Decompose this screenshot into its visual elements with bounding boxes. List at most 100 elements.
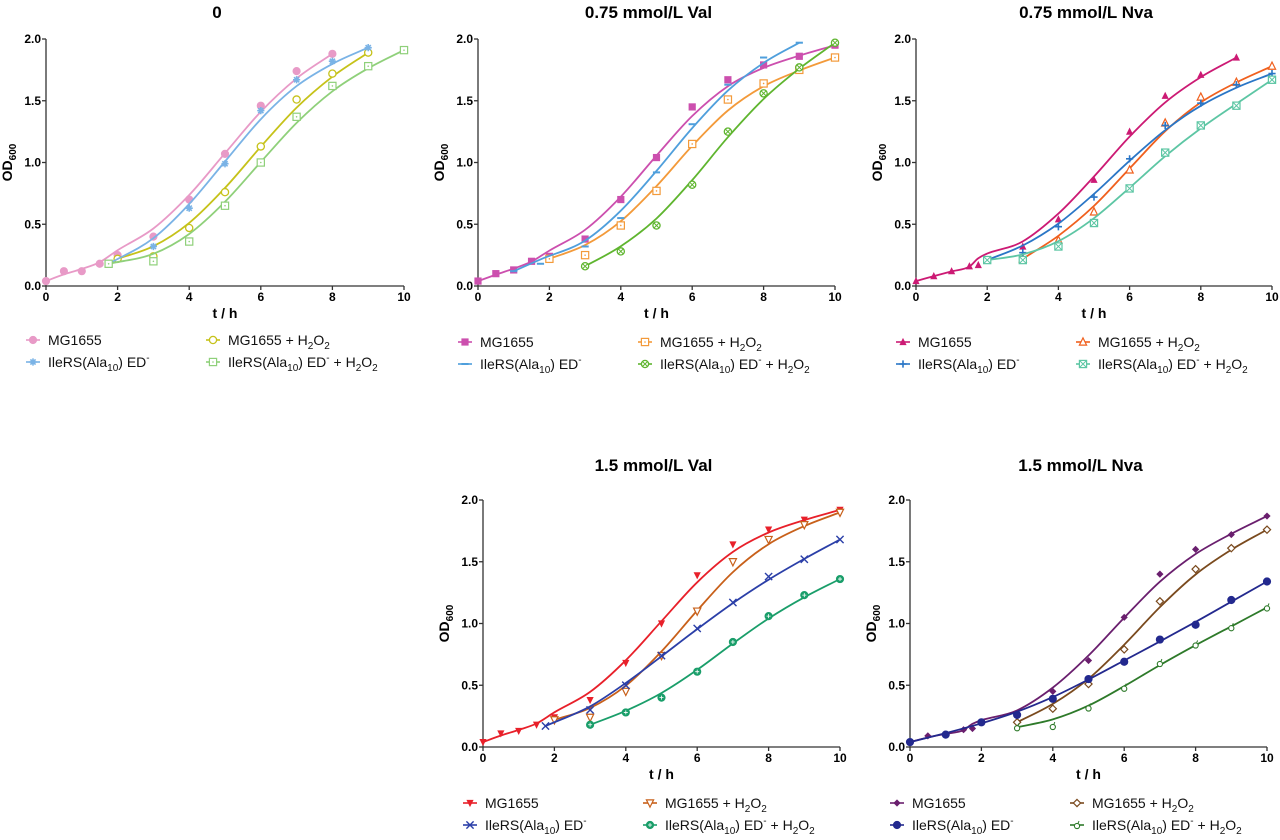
series-line	[549, 56, 836, 260]
legend-label: IleRS(Ala10) ED- + H2O2	[660, 355, 810, 376]
y-tick-label: 0.0	[888, 740, 905, 754]
x-tick-label: 10	[828, 290, 842, 304]
series-line	[513, 41, 800, 273]
legend-label: MG1655	[918, 334, 972, 350]
data-point	[541, 721, 550, 731]
data-point	[59, 267, 69, 276]
data-point	[760, 61, 768, 69]
x-tick-label: 0	[480, 751, 487, 765]
x-axis-label: t / h	[1082, 305, 1107, 321]
series-1	[545, 53, 840, 264]
data-point	[1227, 595, 1236, 605]
legend-label: MG1655	[485, 795, 539, 811]
chart-title: 1.5 mmol/L Nva	[1018, 456, 1143, 475]
series-2	[541, 535, 845, 731]
data-point	[221, 160, 229, 168]
legend-item: MG1655 + H2O2	[638, 334, 762, 354]
x-tick-label: 8	[1197, 290, 1204, 304]
data-point	[532, 721, 541, 729]
data-point	[930, 272, 938, 280]
legend-marker-icon	[466, 799, 474, 808]
series-3	[104, 45, 409, 268]
data-point	[1126, 127, 1134, 135]
x-axis-label: t / h	[649, 766, 674, 782]
data-point	[586, 705, 595, 715]
series-1	[1018, 60, 1277, 263]
y-tick-label: 2.0	[456, 32, 473, 46]
legend-item: IleRS(Ala10) ED- + H2O2	[638, 355, 810, 376]
data-point	[1013, 710, 1022, 719]
series-0	[912, 53, 1240, 285]
data-point	[1232, 81, 1240, 89]
y-tick-label: 0.0	[894, 279, 911, 293]
data-point	[479, 738, 487, 747]
axes-frame	[915, 39, 1272, 287]
data-point	[1156, 660, 1164, 668]
data-point	[1196, 91, 1206, 101]
x-tick-label: 2	[978, 751, 985, 765]
data-point	[184, 223, 194, 233]
data-point	[1262, 577, 1272, 586]
series-line	[45, 53, 333, 282]
legend-item: MG1655	[458, 334, 534, 350]
series-1	[113, 48, 373, 264]
panel-2: 0.75 mmol/L Nva 0.0 0.5 1.0 1.5 2.0 0 2 4 6 8 10 t /…	[869, 3, 1279, 376]
y-tick-label: 1.5	[456, 94, 473, 108]
y-tick-label: 1.5	[461, 555, 478, 569]
x-tick-label: 8	[760, 290, 767, 304]
legend-label: MG1655 + H2O2	[665, 795, 767, 815]
data-point	[1263, 512, 1271, 520]
x-tick-label: 2	[551, 751, 558, 765]
data-point	[585, 713, 595, 723]
series-3	[1013, 603, 1271, 732]
x-tick-label: 2	[984, 290, 991, 304]
legend: MG1655 MG1655 + H2O2 IleRS(Ala10) ED- IleRS…	[26, 332, 378, 374]
x-tick-label: 10	[1260, 751, 1274, 765]
series-3	[982, 75, 1277, 265]
data-point	[492, 270, 500, 278]
legend-item: IleRS(Ala10) ED- + H2O2	[206, 353, 378, 374]
data-point	[1263, 605, 1271, 612]
legend: MG1655 MG1655 + H2O2 IleRS(Ala10) ED- IleRS…	[890, 795, 1242, 837]
data-point	[617, 195, 625, 204]
data-point	[1126, 155, 1134, 163]
data-point	[1054, 223, 1062, 231]
legend-label: IleRS(Ala10) ED-	[912, 816, 1014, 837]
data-point	[1191, 564, 1201, 574]
data-point	[965, 262, 973, 270]
legend: MG1655 MG1655 + H2O2 IleRS(Ala10) ED- IleRS…	[458, 334, 810, 376]
legend-item: MG1655 + H2O2	[206, 332, 330, 352]
data-point	[692, 607, 702, 617]
data-point	[1228, 625, 1235, 632]
series-line	[915, 56, 1237, 282]
data-point	[621, 681, 630, 690]
legend-label: MG1655 + H2O2	[660, 334, 762, 354]
data-point	[1121, 685, 1128, 692]
y-tick-label: 1.5	[894, 94, 911, 108]
data-point	[292, 95, 301, 104]
data-point	[1197, 99, 1205, 107]
y-tick-label: 0.5	[461, 678, 478, 692]
series-3	[580, 38, 840, 271]
y-tick-label: 2.0	[894, 32, 911, 46]
legend-item: MG1655 + H2O2	[1076, 334, 1200, 354]
data-point	[549, 716, 559, 726]
data-point	[1155, 596, 1165, 606]
series-0	[41, 49, 337, 286]
data-point	[1084, 674, 1093, 684]
x-tick-label: 0	[913, 290, 920, 304]
data-point	[1048, 694, 1057, 703]
legend-label: MG1655	[48, 332, 102, 348]
legend-label: IleRS(Ala10) ED- + H2O2	[1098, 355, 1248, 376]
x-tick-label: 8	[329, 290, 336, 304]
data-point	[941, 730, 950, 739]
series-line	[108, 46, 369, 265]
data-point	[1049, 723, 1056, 731]
data-point	[293, 76, 301, 84]
data-point	[1125, 164, 1135, 174]
legend-marker-icon	[899, 360, 907, 368]
data-point	[1048, 704, 1058, 714]
legend-marker-icon	[208, 335, 218, 345]
